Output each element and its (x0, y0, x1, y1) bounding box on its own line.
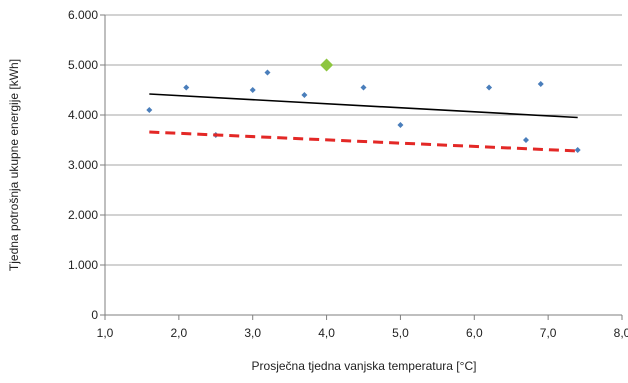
x-tick-label: 6,0 (466, 326, 483, 340)
data-point (537, 81, 544, 87)
data-point (183, 84, 190, 91)
y-tick-label: 6.000 (68, 8, 98, 22)
data-point (360, 84, 367, 91)
x-tick-label: 2,0 (171, 326, 188, 340)
data-point (146, 107, 153, 113)
data-point (301, 92, 308, 98)
y-tick-label: 1.000 (68, 258, 98, 272)
grid (105, 14, 622, 266)
y-tick-label: 2.000 (68, 208, 98, 222)
axes (100, 14, 623, 320)
highlight-point (320, 58, 334, 72)
y-tick-label: 5.000 (68, 58, 98, 72)
series (146, 58, 581, 153)
trend-line-solid (149, 93, 578, 119)
x-tick-label: 3,0 (244, 326, 261, 340)
data-point (574, 147, 581, 153)
x-tick-label: 7,0 (540, 326, 557, 340)
data-point (397, 122, 404, 128)
y-tick-label: 0 (91, 308, 98, 322)
y-tick-label: 3.000 (68, 158, 98, 172)
x-tick-label: 1,0 (97, 326, 114, 340)
y-tick-label: 4.000 (68, 108, 98, 122)
trend-line-dashed (149, 130, 578, 153)
data-point (264, 69, 271, 76)
data-point (522, 137, 529, 143)
x-tick-label: 5,0 (392, 326, 409, 340)
y-axis-title: Tjedna potrošnja ukupne energije [kWh] (7, 59, 21, 271)
x-axis-title: Prosječna tjedna vanjska temperatura [°C… (252, 359, 477, 373)
tick-labels: 0 1.000 2.000 3.000 4.000 5.000 6.000 1,0 2,0 3,0… (68, 8, 628, 340)
data-point (249, 87, 256, 93)
data-point (486, 84, 493, 91)
x-tick-label: 8,0 (614, 326, 628, 340)
x-tick-label: 4,0 (318, 326, 335, 340)
